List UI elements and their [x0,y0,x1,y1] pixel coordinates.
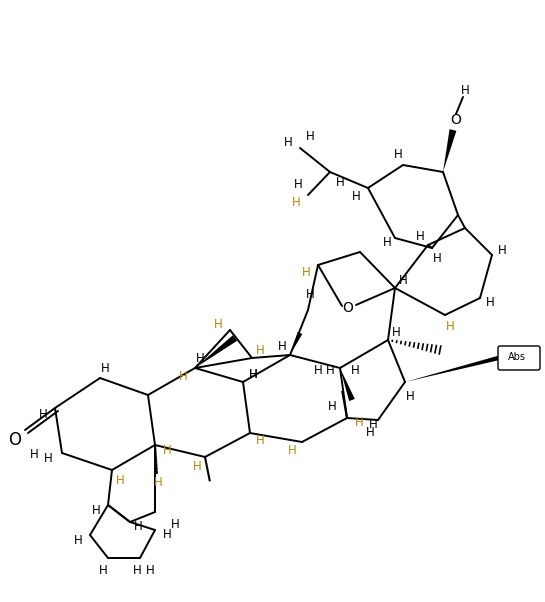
Text: H: H [283,135,292,149]
Text: H: H [486,297,494,309]
Text: H: H [433,252,441,264]
Text: H: H [146,563,154,577]
Text: O: O [343,301,354,315]
Text: H: H [306,129,314,143]
Text: O: O [451,113,462,127]
Text: H: H [294,179,302,191]
Text: H: H [366,426,374,438]
Text: H: H [192,461,201,474]
Text: H: H [306,288,314,302]
Text: H: H [461,84,469,96]
Text: H: H [277,341,286,353]
Text: H: H [99,563,107,577]
Text: H: H [171,518,179,532]
Text: H: H [325,364,335,376]
Text: H: H [383,237,391,249]
Text: H: H [256,344,264,356]
Text: H: H [132,563,141,577]
Text: H: H [249,367,257,380]
Text: H: H [29,448,38,462]
Text: H: H [179,370,187,382]
Text: H: H [446,320,455,334]
Text: H: H [74,533,82,547]
Text: H: H [355,417,364,429]
Text: H: H [313,364,323,376]
Text: H: H [249,367,257,380]
Text: H: H [214,317,222,330]
Polygon shape [405,353,511,382]
Text: H: H [328,400,336,412]
Text: H: H [416,231,425,243]
Polygon shape [290,332,302,355]
Text: H: H [405,391,414,403]
Text: H: H [256,435,264,447]
Text: H: H [336,176,344,188]
Polygon shape [195,335,237,368]
Text: H: H [350,364,359,376]
Text: H: H [101,361,110,374]
FancyBboxPatch shape [498,346,540,370]
Text: H: H [44,453,52,465]
Text: H: H [92,503,100,517]
Text: H: H [301,267,310,279]
Text: H: H [498,243,506,256]
Text: H: H [39,408,47,421]
Text: H: H [162,444,171,456]
Text: H: H [134,521,142,533]
Text: O: O [9,431,21,449]
Text: H: H [288,444,296,456]
Polygon shape [340,368,355,401]
Text: H: H [393,149,402,161]
Text: H: H [368,418,377,432]
Text: H: H [398,273,407,287]
Text: H: H [162,529,171,542]
Text: H: H [196,352,204,364]
Text: H: H [292,196,300,209]
Text: H: H [392,326,401,338]
Polygon shape [443,129,456,172]
Text: H: H [116,474,124,486]
Text: H: H [352,190,360,202]
Text: H: H [154,477,162,489]
Text: Abs: Abs [508,352,526,362]
